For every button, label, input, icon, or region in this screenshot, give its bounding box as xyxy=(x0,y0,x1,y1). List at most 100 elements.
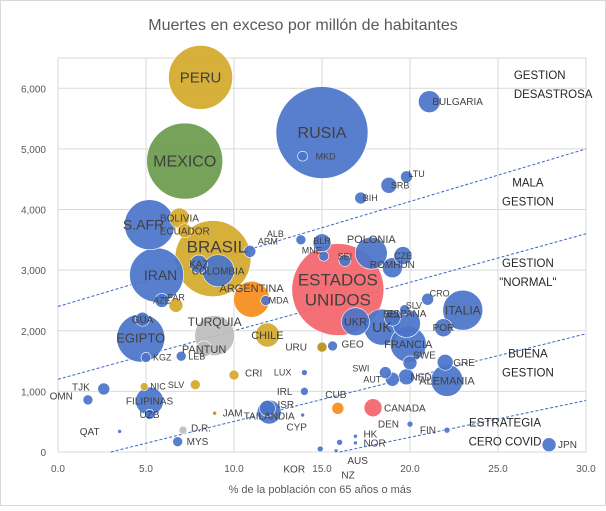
reference-line-3 xyxy=(110,333,587,453)
bubble-slv xyxy=(189,379,201,391)
bubble-italia xyxy=(442,289,484,331)
bubble-isr xyxy=(259,400,276,417)
bubble-ukr xyxy=(341,307,370,336)
data-label: PERU xyxy=(180,70,222,87)
data-label: HK xyxy=(363,430,377,441)
annotation-buena-gestion: BUENA xyxy=(508,348,548,360)
annotation-mala-gestion: GESTION xyxy=(502,197,554,209)
data-label: TJK xyxy=(72,382,90,393)
bubble-arm xyxy=(243,245,257,258)
bubble-mys xyxy=(172,436,183,447)
x-tick-label: 10.0 xyxy=(224,464,244,475)
bubble-aus xyxy=(336,439,343,446)
x-tick-label: 5.0 xyxy=(139,464,153,475)
y-tick-label: 3,000 xyxy=(21,266,46,277)
data-label: ESPAÑA xyxy=(387,307,427,320)
data-label: ROMHUN xyxy=(370,260,415,271)
annotation-gestion-normal: "NORMAL" xyxy=(499,277,556,289)
bubbles xyxy=(82,45,557,454)
data-label: BOLIVIA xyxy=(160,214,199,225)
annotation-gestion-desastrosa: GESTION xyxy=(514,70,566,82)
data-label: ITALIA xyxy=(445,303,481,317)
bubble-alb xyxy=(295,234,307,246)
data-label: FILIPINAS xyxy=(126,397,174,408)
bubble-lux xyxy=(301,369,308,376)
data-label: ECUADOR xyxy=(160,226,210,237)
bubble-par xyxy=(168,298,184,313)
data-label: NOR xyxy=(363,438,385,449)
data-label: SLV xyxy=(406,301,422,311)
y-tick-label: 4,000 xyxy=(21,206,46,217)
bubble-swe xyxy=(402,355,418,371)
y-tick-label: 6,000 xyxy=(21,84,46,95)
data-label: COLOMBIA xyxy=(192,266,245,277)
bubble-mkd xyxy=(297,150,308,162)
bubble-hk xyxy=(353,433,358,439)
data-label: POR xyxy=(433,323,455,334)
bubble-nor xyxy=(353,440,358,446)
y-tick-label: 1,000 xyxy=(21,387,46,398)
data-label: GEO xyxy=(342,339,364,350)
data-label: MNE xyxy=(302,245,322,255)
bubble-jam xyxy=(212,410,217,416)
data-label: SWI xyxy=(352,364,369,374)
data-label: NIC xyxy=(150,382,166,392)
bubble-srb xyxy=(380,176,398,194)
bubble-irl xyxy=(300,387,309,396)
data-label: EGIPTO xyxy=(116,331,165,346)
bubble-cub xyxy=(331,402,345,415)
data-label: CHILE xyxy=(251,330,283,342)
data-label: SWE xyxy=(413,350,436,361)
data-label: AZE xyxy=(153,296,171,306)
bubble-qat xyxy=(117,429,122,434)
bubble-cyp xyxy=(300,412,305,418)
reference-line-4 xyxy=(339,399,587,453)
x-tick-label: 20.0 xyxy=(400,464,420,475)
annotations: GESTION DESASTROSA MALA GESTION GESTION "NORM… xyxy=(469,70,593,448)
data-label: GRE xyxy=(453,358,475,369)
data-label: ARGENTINA xyxy=(220,283,285,295)
bubble-jpn xyxy=(541,437,557,453)
data-label: CUB xyxy=(325,390,346,401)
annotation-gestion-desastrosa: DESASTROSA xyxy=(514,89,593,101)
data-label: BRASIL xyxy=(187,238,247,257)
x-axis-label: % de la población con 65 años o más xyxy=(229,484,412,496)
y-tick-label: 2,000 xyxy=(21,327,46,338)
bubble-polonia xyxy=(354,236,388,270)
data-label: IRL xyxy=(277,387,293,398)
bubble-bulgaria xyxy=(418,90,441,113)
data-label: CZE xyxy=(394,251,412,261)
data-label: UKR xyxy=(344,317,367,329)
data-label: BIH xyxy=(363,193,378,203)
data-label: ALB xyxy=(267,229,284,239)
bubble-geo xyxy=(327,340,338,352)
bubble-den xyxy=(406,420,414,428)
data-label: AUT xyxy=(363,374,382,384)
data-label: LEB xyxy=(188,351,205,361)
annotation-mala-gestion: MALA xyxy=(512,178,544,190)
data-label: OMN xyxy=(50,391,73,402)
bubble-sei xyxy=(338,254,352,267)
bubble-fin xyxy=(443,426,451,434)
data-label: BULGARIA xyxy=(432,97,483,108)
bubble-mda xyxy=(260,295,271,306)
data-label: MDA xyxy=(269,296,289,306)
data-label: PAR xyxy=(167,292,185,302)
bubble-nic xyxy=(139,382,149,391)
bubble-uru xyxy=(316,341,328,353)
data-label: KAZ xyxy=(189,260,208,271)
data-label: POLONIA xyxy=(347,234,397,246)
bubble-pantun xyxy=(195,340,213,358)
data-label: ALEMANIA xyxy=(419,375,475,387)
data-label: D.R. xyxy=(191,424,211,435)
data-label: CRO xyxy=(430,288,450,298)
data-label: LUX xyxy=(274,368,292,378)
data-label: NED xyxy=(410,372,431,383)
bubble-gua xyxy=(135,311,150,327)
bubble-d-r- xyxy=(178,425,188,435)
bubble-ltu xyxy=(400,170,413,184)
